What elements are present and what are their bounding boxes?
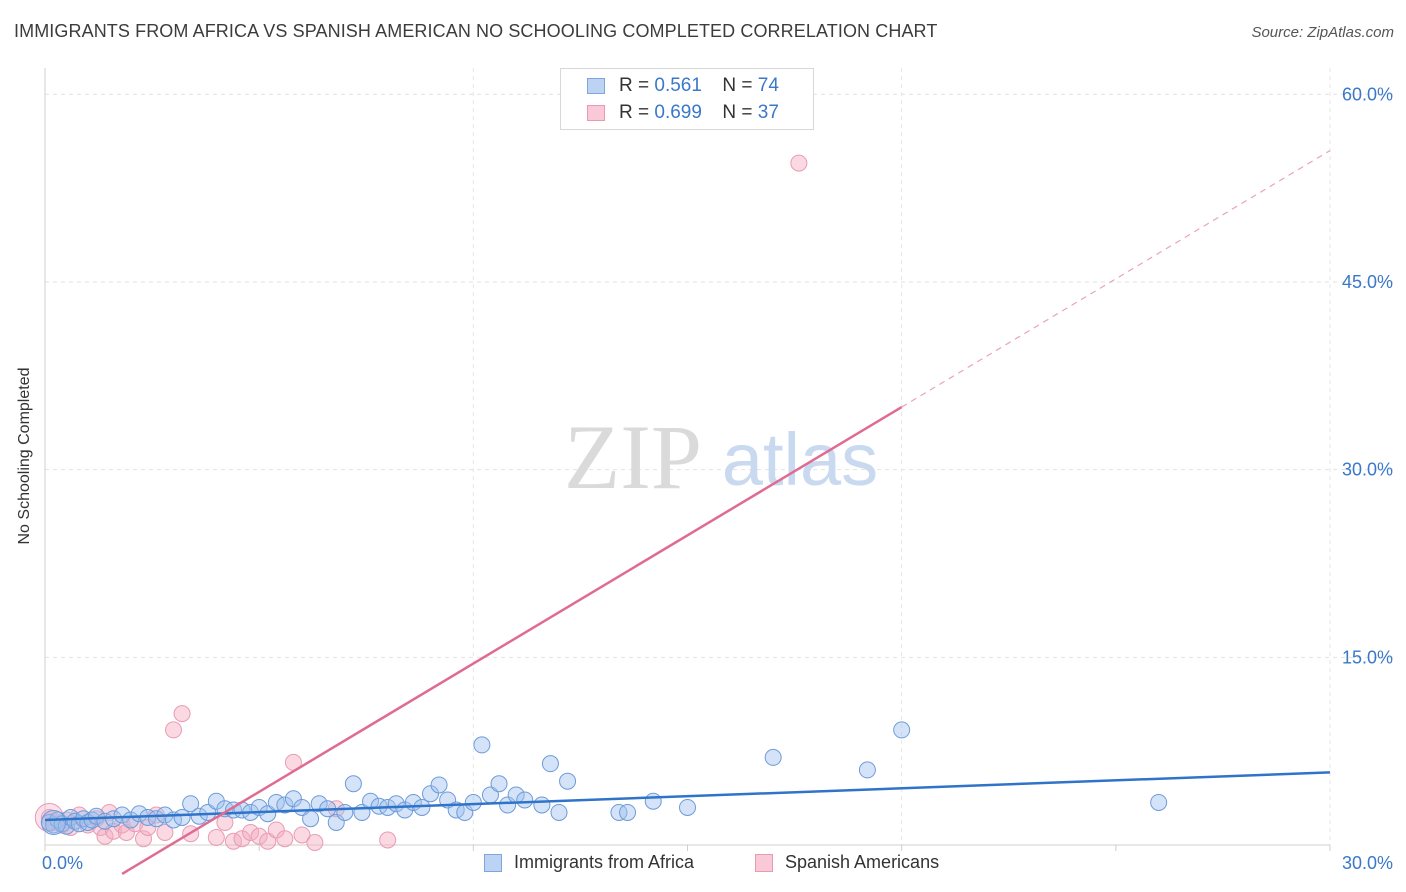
data-point-spanish xyxy=(293,826,311,844)
data-point-spanish xyxy=(379,831,397,849)
data-point-africa xyxy=(541,755,559,773)
data-point-spanish xyxy=(173,705,191,723)
legend-row-africa: R = 0.561 N = 74 xyxy=(587,74,779,98)
y-tick-label: 15.0% xyxy=(1342,647,1393,667)
data-point-spanish xyxy=(139,818,157,836)
data-point-spanish xyxy=(259,832,277,850)
data-point-africa xyxy=(610,803,628,821)
data-point-africa xyxy=(764,748,782,766)
data-point-africa xyxy=(1150,793,1168,811)
data-point-africa xyxy=(41,809,67,835)
trend-line-africa xyxy=(44,771,1331,822)
data-point-africa xyxy=(173,808,191,826)
data-point-africa xyxy=(858,761,876,779)
data-point-africa xyxy=(302,810,320,828)
watermark-zip: ZIP xyxy=(564,406,702,508)
data-point-africa xyxy=(310,795,328,813)
data-point-africa xyxy=(336,803,354,821)
trend-lines xyxy=(44,150,1331,875)
data-point-africa xyxy=(559,772,577,790)
legend-item-africa[interactable]: Immigrants from Africa xyxy=(484,852,694,873)
data-point-africa xyxy=(473,736,491,754)
data-point-spanish xyxy=(276,830,294,848)
watermark: ZIP atlas xyxy=(564,406,878,508)
data-point-africa xyxy=(422,785,439,803)
watermark-atlas: atlas xyxy=(722,418,878,501)
trend-line-spanish-extension xyxy=(901,150,1331,408)
data-point-spanish xyxy=(135,830,153,848)
data-point-africa xyxy=(679,798,696,816)
legend-n-label: N = xyxy=(722,75,753,96)
legend-swatch-blue xyxy=(587,78,605,94)
y-axis-label: No Schooling Completed xyxy=(16,367,33,545)
data-point-africa xyxy=(533,796,551,814)
tick-labels: 15.0% 30.0% 45.0% 60.0% 0.0% 30.0% xyxy=(42,84,1393,873)
data-point-africa xyxy=(550,803,568,821)
legend-r-label: R = xyxy=(619,102,650,123)
legend-n-value: 37 xyxy=(757,102,779,123)
data-point-spanish xyxy=(267,821,285,839)
data-point-africa xyxy=(344,775,362,793)
x-tick-label: 0.0% xyxy=(42,853,83,873)
legend-swatch-blue xyxy=(484,853,502,872)
data-point-spanish xyxy=(96,827,114,845)
legend-n-label: N = xyxy=(722,102,753,123)
trend-line-spanish xyxy=(121,405,903,875)
legend-label-spanish: Spanish Americans xyxy=(785,852,940,872)
data-point-spanish xyxy=(117,823,135,841)
data-point-africa xyxy=(464,793,482,811)
y-tick-label: 30.0% xyxy=(1342,460,1393,480)
axes xyxy=(44,68,1331,851)
y-tick-label: 60.0% xyxy=(1342,84,1393,104)
data-point-africa xyxy=(190,807,208,825)
legend-item-spanish[interactable]: Spanish Americans xyxy=(755,852,939,873)
data-point-spanish xyxy=(250,827,268,845)
data-point-spanish xyxy=(207,828,225,846)
data-point-spanish xyxy=(156,823,174,841)
x-tick-label: 30.0% xyxy=(1342,853,1393,873)
data-point-africa xyxy=(644,792,662,810)
legend-swatch-pink xyxy=(587,105,605,121)
data-point-africa xyxy=(362,792,380,810)
legend-row-spanish: R = 0.699 N = 37 xyxy=(587,101,779,125)
data-point-africa xyxy=(893,721,911,739)
series-immigrants-from-africa xyxy=(40,721,1168,835)
series-legend: Immigrants from Africa Spanish Americans xyxy=(0,852,1406,878)
data-point-africa xyxy=(619,803,637,821)
data-point-spanish xyxy=(233,830,251,848)
data-point-africa xyxy=(430,776,448,794)
data-point-spanish xyxy=(790,154,808,172)
legend-r-label: R = xyxy=(619,75,650,96)
chart-title: IMMIGRANTS FROM AFRICA VS SPANISH AMERIC… xyxy=(14,21,938,41)
data-point-africa xyxy=(276,796,294,814)
grid-lines xyxy=(45,68,1394,845)
data-point-africa xyxy=(490,775,508,793)
data-point-spanish xyxy=(242,823,260,841)
y-tick-label: 45.0% xyxy=(1342,272,1393,292)
legend-r-value: 0.561 xyxy=(654,75,702,96)
legend-n-value: 74 xyxy=(757,75,779,96)
legend-swatch-pink xyxy=(755,853,773,872)
data-point-africa xyxy=(113,806,131,824)
data-point-africa xyxy=(259,805,277,823)
source-label: Source: ZipAtlas.com xyxy=(1251,24,1394,41)
data-point-africa xyxy=(87,807,105,825)
data-point-africa xyxy=(284,790,302,808)
data-point-africa xyxy=(182,795,200,813)
stats-legend: R = 0.561 N = 74 R = 0.699 N = 37 xyxy=(560,68,814,130)
legend-label-africa: Immigrants from Africa xyxy=(514,852,695,872)
data-point-spanish xyxy=(306,833,324,851)
data-point-spanish xyxy=(165,721,182,739)
legend-r-value: 0.699 xyxy=(654,102,702,123)
data-point-africa xyxy=(516,791,534,809)
